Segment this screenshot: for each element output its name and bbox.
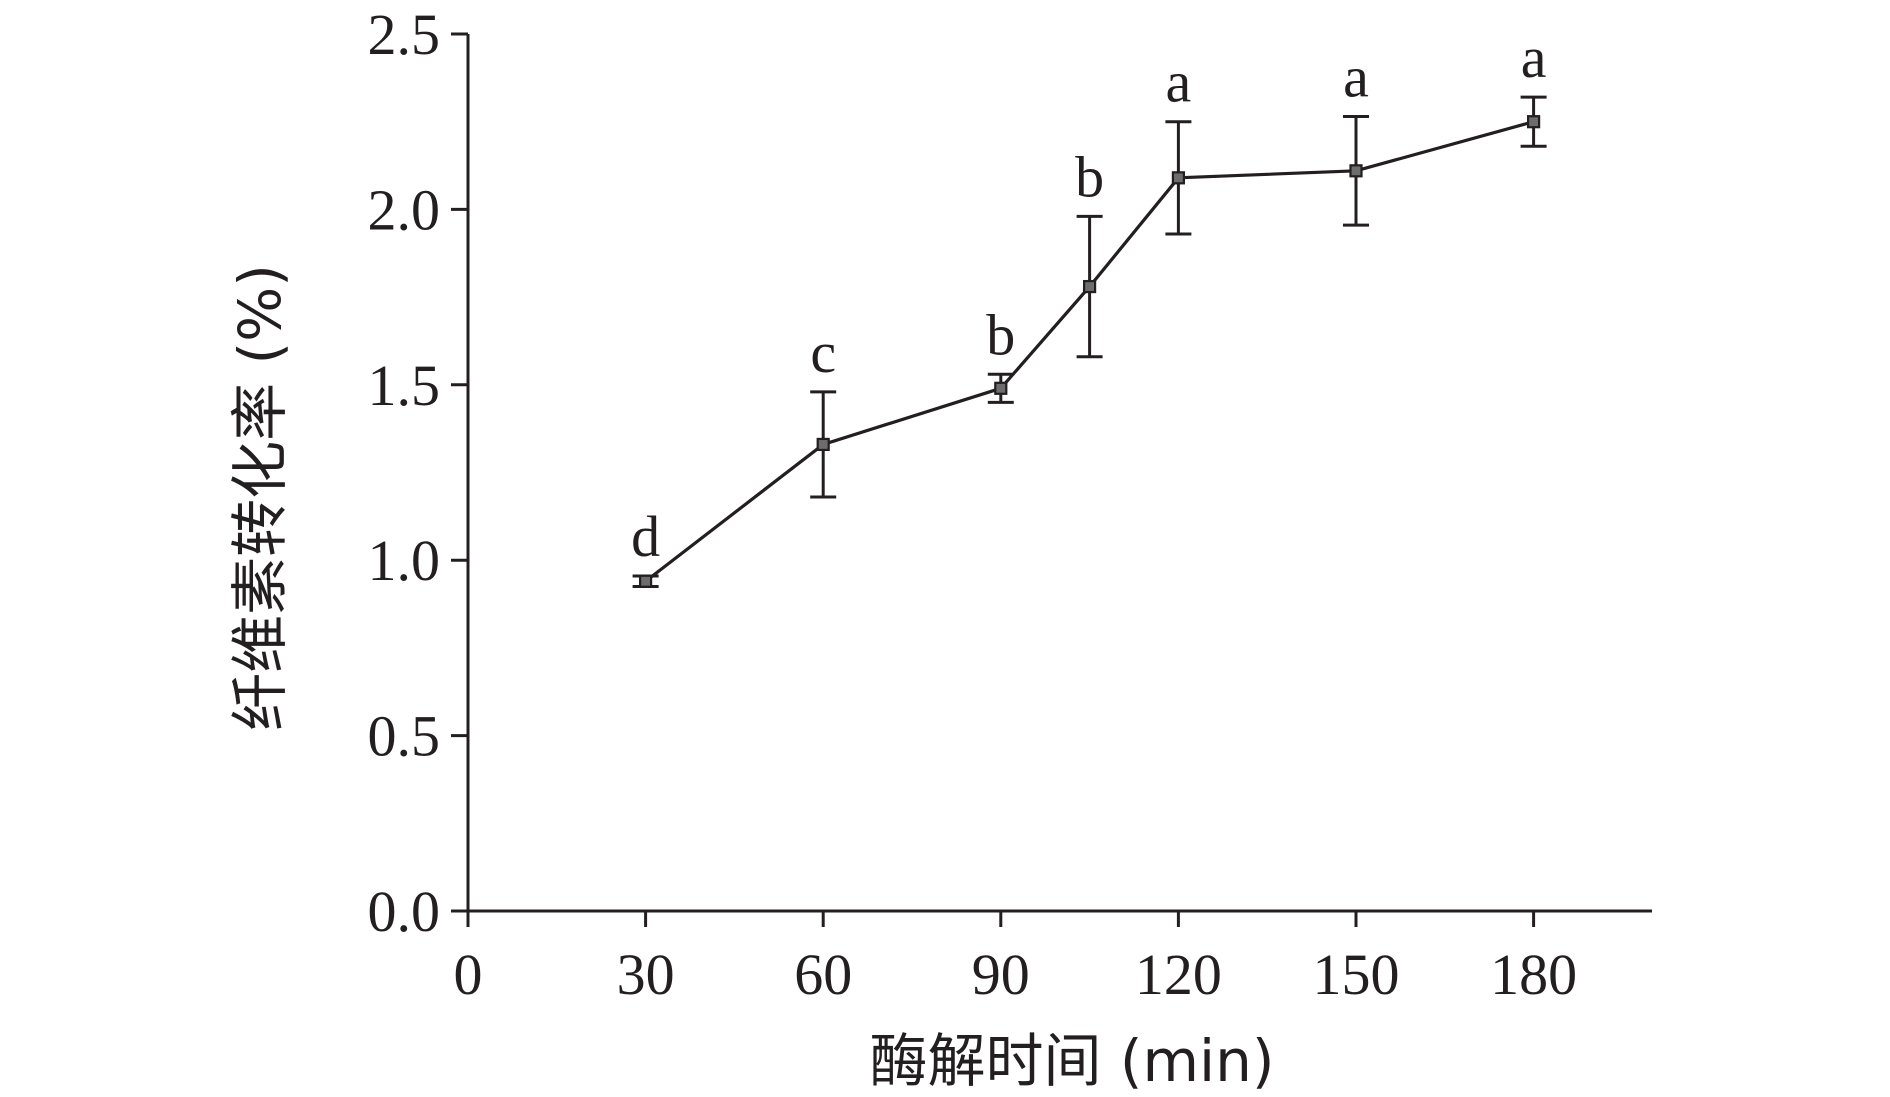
- y-tick-label: 1.0: [368, 528, 441, 593]
- significance-label: d: [631, 504, 660, 569]
- data-markers: [638, 115, 1541, 588]
- axes: [466, 34, 1652, 913]
- data-point: [1526, 115, 1541, 129]
- y-tick-label: 2.0: [368, 177, 441, 242]
- data-point: [1349, 164, 1363, 178]
- significance-label: b: [1075, 144, 1104, 209]
- y-axis-title: 纤维素转化率 (%): [226, 264, 294, 731]
- x-tick-label: 150: [1313, 942, 1400, 1007]
- x-ticks: 0 30 60 90 120 150 180: [454, 911, 1577, 1007]
- y-tick-label: 0.0: [368, 879, 441, 944]
- significance-label: a: [1521, 25, 1547, 90]
- x-tick-label: 0: [454, 942, 483, 1007]
- data-point: [994, 381, 1008, 395]
- data-point: [1171, 171, 1186, 185]
- significance-label: c: [810, 320, 836, 385]
- y-tick-label: 0.5: [368, 704, 441, 769]
- y-tick-label: 2.5: [368, 2, 441, 67]
- significance-label: a: [1166, 50, 1192, 115]
- y-ticks: 0.0 0.5 1.0 1.5 2.0 2.5: [368, 2, 468, 944]
- x-axis-title: 酶解时间 (min): [869, 1027, 1274, 1095]
- significance-labels: dc bba a a: [631, 25, 1546, 569]
- data-point: [638, 574, 653, 588]
- x-tick-label: 30: [617, 942, 675, 1007]
- significance-label: a: [1343, 44, 1369, 109]
- significance-label: b: [986, 302, 1015, 367]
- x-tick-label: 60: [794, 942, 852, 1007]
- data-point: [816, 437, 830, 452]
- x-tick-label: 180: [1490, 942, 1577, 1007]
- x-tick-label: 90: [972, 942, 1030, 1007]
- data-point: [1082, 279, 1097, 294]
- y-tick-label: 1.5: [368, 353, 441, 418]
- x-tick-label: 120: [1135, 942, 1222, 1007]
